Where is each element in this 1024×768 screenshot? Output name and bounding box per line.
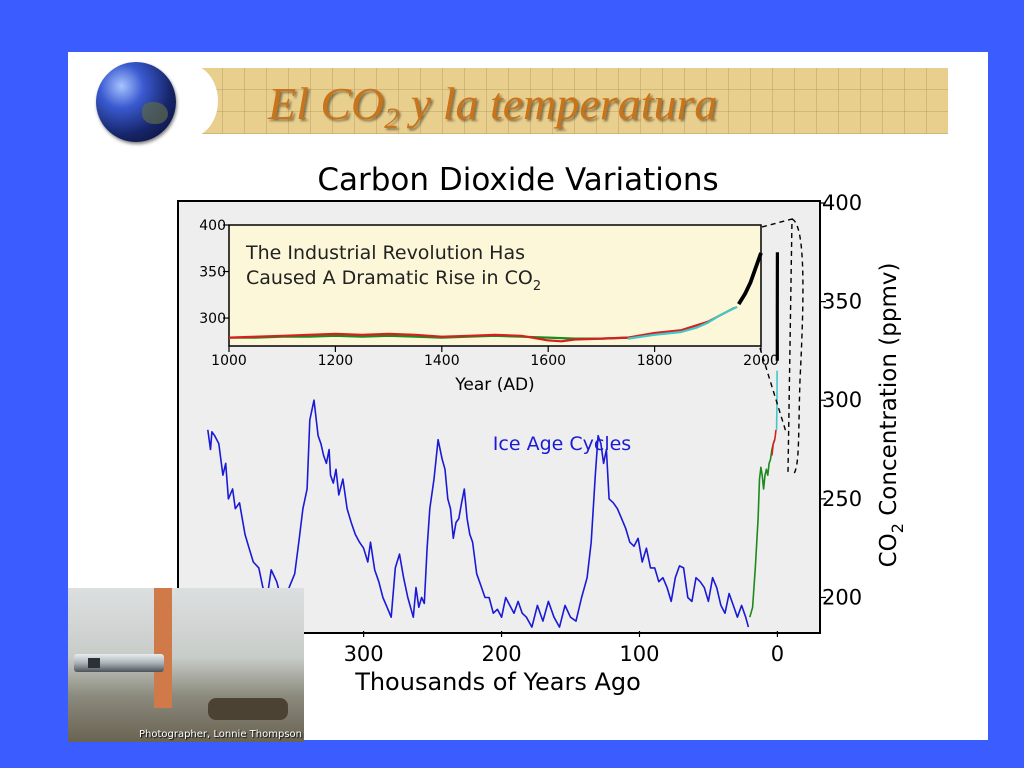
main-series-line-3: [775, 370, 778, 430]
ice-age-label-1: Ice Age Cycles: [493, 433, 631, 455]
main-x-tick-label-2: 200: [482, 642, 522, 666]
ice-core-photo: Photographer, Lonnie Thompson: [68, 588, 304, 742]
zoom-connector-right: [759, 347, 787, 433]
title-banner: [178, 68, 948, 134]
inset-x-tick-label-3: 1600: [530, 353, 566, 369]
inset-title-sub: 2: [533, 279, 541, 294]
inset-x-tick-label-5: 2000: [743, 353, 779, 369]
main-y-tick-label-2: 300: [822, 388, 862, 412]
y-axis-label-rest: Concentration (ppmv): [876, 263, 902, 524]
inset-series-group: [228, 252, 763, 343]
x-axis-label: Thousands of Years Ago: [354, 668, 641, 696]
main-series-line-0: [207, 399, 750, 628]
globe-icon: [96, 62, 176, 142]
main-x-tick-label-4: 0: [771, 642, 784, 666]
main-series-line-2: [771, 429, 777, 456]
inset-title-line1: The Industrial Revolution Has: [245, 242, 525, 264]
main-x-tick-label-3: 100: [619, 642, 659, 666]
inset-series-line-0: [229, 334, 629, 340]
inset-y-tick-label-0: 400: [199, 218, 226, 234]
inset-bg: [228, 224, 762, 347]
inset-y-tick-label-2: 300: [199, 311, 226, 327]
title-subscript: 2: [384, 102, 400, 135]
inset-x-tick-label-1: 1200: [318, 353, 354, 369]
inset-series-line-2: [627, 305, 738, 340]
main-series-group: [207, 252, 780, 628]
inset-x-label: Year (AD): [454, 375, 534, 395]
photo-core-end: [88, 658, 100, 668]
inset-axes: 1000 1200 1400 1600 1800 2000 400 350 300: [199, 218, 779, 369]
zoom-bracket: [791, 218, 804, 477]
inset-x-tick-label-0: 1000: [211, 353, 247, 369]
photo-person: [154, 588, 172, 708]
main-series-line-1: [749, 439, 776, 618]
y-axis-label-sub: 2: [888, 523, 907, 533]
title-main: El CO: [268, 78, 385, 129]
inset-x-tick-label-4: 1800: [637, 353, 673, 369]
chart-title: Carbon Dioxide Variations: [317, 162, 718, 198]
inset-series-line-3: [737, 252, 763, 306]
photo-boots: [208, 698, 288, 720]
main-x-tick-label-1: 300: [344, 642, 384, 666]
main-y-tick-label-1: 350: [822, 290, 862, 314]
globe-land: [142, 102, 168, 124]
main-y-tick-label-4: 200: [822, 585, 862, 609]
y-axis-label: CO2 Concentration (ppmv): [876, 263, 907, 568]
title-rest: y la temperatura: [399, 78, 718, 129]
inset-y-tick-label-1: 350: [199, 265, 226, 281]
inset-series-line-1: [228, 306, 735, 343]
main-y-tick-label-3: 250: [822, 487, 862, 511]
slide-title: El CO2 y la temperatura: [268, 74, 717, 149]
main-y-tick-label-0: 400: [822, 191, 862, 215]
inset-x-tick-label-2: 1400: [424, 353, 460, 369]
photo-caption: Photographer, Lonnie Thompson: [138, 729, 302, 740]
